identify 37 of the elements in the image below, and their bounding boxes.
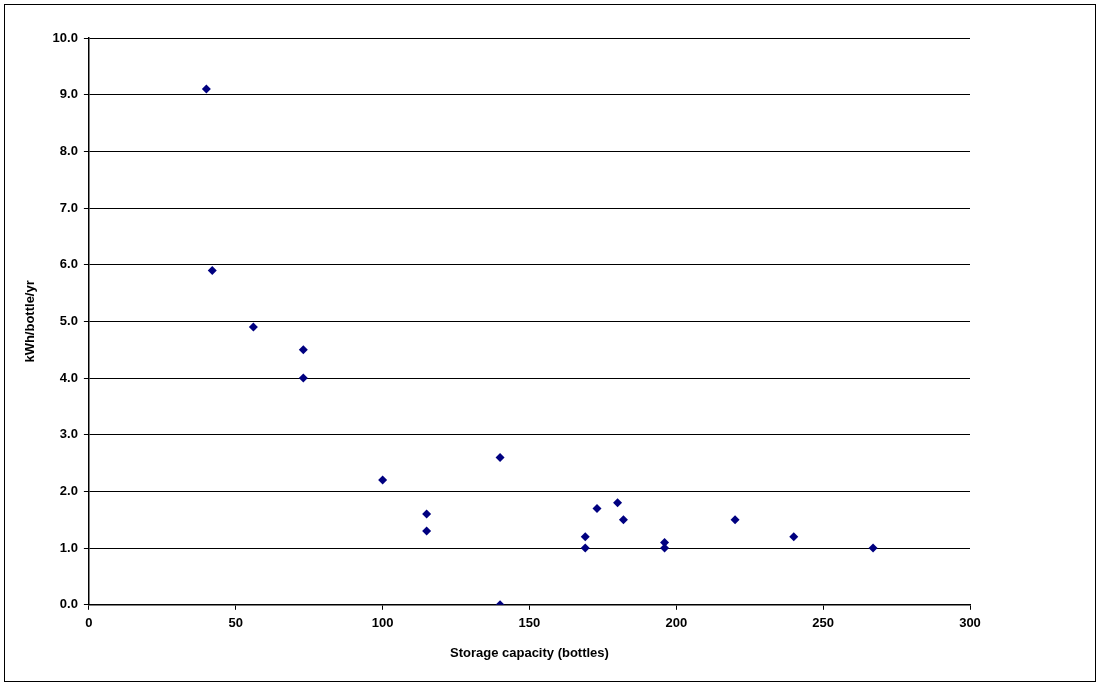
y-axis-title: kWh/bottle/yr — [22, 280, 38, 363]
point — [378, 475, 388, 485]
y-tick-label: 8.0 — [59, 142, 78, 158]
x-tick-label: 0 — [85, 615, 93, 631]
x-tick-label: 150 — [518, 615, 541, 631]
point — [613, 498, 623, 508]
point — [868, 543, 878, 553]
y-tick-label: 6.0 — [59, 256, 78, 272]
point — [422, 509, 432, 519]
x-tick-label: 250 — [812, 615, 834, 631]
point — [248, 322, 258, 332]
point — [422, 526, 432, 536]
y-tick-label: 2.0 — [59, 483, 78, 499]
point — [580, 532, 590, 542]
point — [789, 532, 799, 542]
y-tick-label: 0.0 — [59, 596, 78, 612]
y-tick-label: 3.0 — [59, 426, 78, 442]
y-tick-label: 9.0 — [59, 86, 78, 102]
y-tick-label: 10.0 — [52, 29, 78, 45]
point — [201, 84, 211, 94]
point — [618, 515, 628, 525]
point — [592, 503, 602, 513]
y-tick-label: 1.0 — [59, 539, 78, 555]
x-tick-label: 300 — [959, 615, 981, 631]
x-axis-title: Storage capacity (bottles) — [449, 644, 609, 660]
x-tick-label: 100 — [371, 615, 394, 631]
point — [730, 515, 740, 525]
point — [495, 452, 505, 462]
point — [298, 345, 308, 355]
point — [298, 373, 308, 383]
point — [207, 265, 217, 275]
y-tick-label: 7.0 — [59, 199, 78, 215]
y-tick-label: 4.0 — [59, 369, 78, 385]
x-tick-label: 50 — [228, 615, 243, 631]
y-tick-label: 5.0 — [59, 312, 78, 328]
x-tick-label: 200 — [665, 615, 688, 631]
point — [580, 543, 590, 553]
